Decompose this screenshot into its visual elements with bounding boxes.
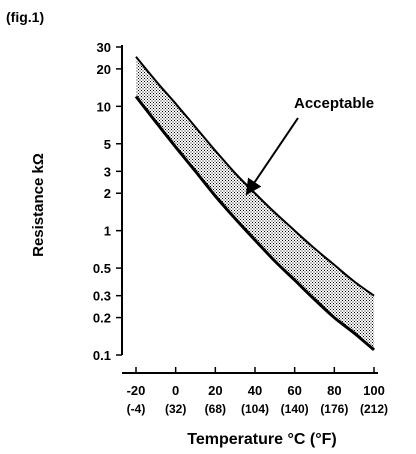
- y-tick-label: 0.1: [93, 348, 111, 363]
- y-tick-label: 10: [97, 99, 111, 114]
- x-tick-label: 20: [208, 383, 222, 398]
- x-tick-label: -20: [127, 383, 146, 398]
- x-tick-fahrenheit-label: (140): [281, 402, 309, 416]
- x-tick-fahrenheit-label: (32): [165, 402, 186, 416]
- annotation-label: Acceptable: [294, 95, 374, 112]
- y-tick-label: 0.5: [93, 261, 111, 276]
- x-tick-label: 100: [363, 383, 385, 398]
- y-tick-label: 0.3: [93, 289, 111, 304]
- x-tick-label: 40: [248, 383, 262, 398]
- y-tick-label: 3: [104, 164, 111, 179]
- y-tick-label: 1: [104, 224, 111, 239]
- plot-area: 30 20 10 5 3 2 1 0.5 0.3 0.2 0.1 -20 (-4) 0 (32) 20 (68…: [93, 40, 388, 416]
- y-axis-label: Resistance kΩ: [30, 153, 47, 257]
- x-tick-fahrenheit-label: (-4): [127, 402, 146, 416]
- x-ticks: -20 (-4) 0 (32) 20 (68) 40 (104) 60 (140) 80 (176) 1…: [127, 367, 388, 416]
- y-tick-label: 0.2: [93, 311, 111, 326]
- x-tick-label: 60: [287, 383, 301, 398]
- y-tick-label: 5: [104, 137, 111, 152]
- y-ticks: 30 20 10 5 3 2 1 0.5 0.3 0.2 0.1: [93, 40, 122, 363]
- x-tick-label: 80: [327, 383, 341, 398]
- y-tick-label: 30: [97, 40, 111, 55]
- annotation-arrow: [245, 117, 299, 196]
- upper-limit-line: [135, 56, 375, 297]
- x-axis-label: Temperature °C (°F): [187, 431, 336, 448]
- x-tick-fahrenheit-label: (68): [205, 402, 226, 416]
- figure-label: (fig.1): [6, 9, 44, 25]
- y-tick-label: 20: [97, 62, 111, 77]
- y-tick-label: 2: [104, 186, 111, 201]
- acceptable-band: [136, 56, 374, 350]
- x-tick-fahrenheit-label: (176): [320, 402, 348, 416]
- lower-limit-line: [134, 95, 375, 352]
- x-tick-fahrenheit-label: (104): [241, 402, 269, 416]
- x-tick-label: 0: [172, 383, 179, 398]
- x-tick-fahrenheit-label: (212): [360, 402, 388, 416]
